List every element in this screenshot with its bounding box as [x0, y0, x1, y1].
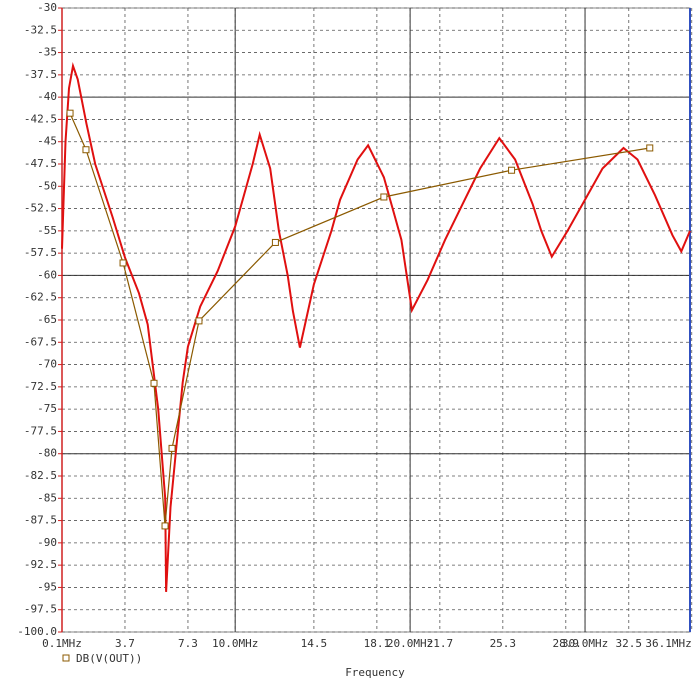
- x-tick-label: 21.7: [427, 637, 454, 650]
- y-tick-label: -97.5: [24, 603, 57, 616]
- data-marker: [195, 317, 203, 325]
- y-tick-label: -100.0: [17, 625, 57, 638]
- y-tick-label: -30: [37, 1, 57, 14]
- x-tick-label: 20.0MHz: [387, 637, 433, 650]
- data-marker: [119, 259, 127, 267]
- y-tick-label: -32.5: [24, 23, 57, 36]
- x-axis-label: Frequency: [345, 666, 405, 679]
- y-tick-label: -72.5: [24, 380, 57, 393]
- y-tick-label: -82.5: [24, 469, 57, 482]
- x-tick-label: 30.0MHz: [562, 637, 608, 650]
- data-marker: [168, 444, 176, 452]
- data-marker: [508, 166, 516, 174]
- y-tick-label: -47.5: [24, 157, 57, 170]
- y-tick-label: -70: [37, 358, 57, 371]
- y-tick-label: -77.5: [24, 424, 57, 437]
- y-tick-label: -65: [37, 313, 57, 326]
- data-marker: [150, 379, 158, 387]
- y-tick-label: -92.5: [24, 558, 57, 571]
- x-tick-label: 10.0MHz: [212, 637, 258, 650]
- x-tick-label: 18.1: [364, 637, 391, 650]
- x-tick-label: 36.1MHz: [645, 637, 691, 650]
- data-marker: [271, 238, 279, 246]
- y-tick-label: -45: [37, 135, 57, 148]
- series-line: [61, 61, 691, 592]
- data-marker: [646, 144, 654, 152]
- y-tick-label: -67.5: [24, 335, 57, 348]
- y-tick-label: -87.5: [24, 514, 57, 527]
- y-tick-label: -57.5: [24, 246, 57, 259]
- y-tick-label: -85: [37, 491, 57, 504]
- y-tick-label: -40: [37, 90, 57, 103]
- y-tick-label: -80: [37, 447, 57, 460]
- legend-marker: [62, 654, 70, 662]
- y-tick-label: -52.5: [24, 202, 57, 215]
- y-tick-label: -50: [37, 179, 57, 192]
- y-tick-label: -75: [37, 402, 57, 415]
- x-tick-label: 0.1MHz: [42, 637, 82, 650]
- y-tick-label: -90: [37, 536, 57, 549]
- data-marker: [66, 109, 74, 117]
- y-tick-label: -35: [37, 46, 57, 59]
- y-tick-label: -37.5: [24, 68, 57, 81]
- legend-label: DB(V(OUT)): [76, 652, 142, 665]
- x-tick-label: 25.3: [490, 637, 517, 650]
- x-tick-label: 7.3: [178, 637, 198, 650]
- x-tick-label: 32.5: [616, 637, 643, 650]
- data-marker: [82, 146, 90, 154]
- x-tick-label: 3.7: [115, 637, 135, 650]
- data-marker: [161, 522, 169, 530]
- y-tick-label: -62.5: [24, 291, 57, 304]
- y-tick-label: -42.5: [24, 112, 57, 125]
- x-tick-label: 28.9: [553, 637, 580, 650]
- y-tick-label: -60: [37, 268, 57, 281]
- y-tick-label: -95: [37, 580, 57, 593]
- y-tick-label: -55: [37, 224, 57, 237]
- data-marker: [380, 193, 388, 201]
- x-tick-label: 14.5: [301, 637, 328, 650]
